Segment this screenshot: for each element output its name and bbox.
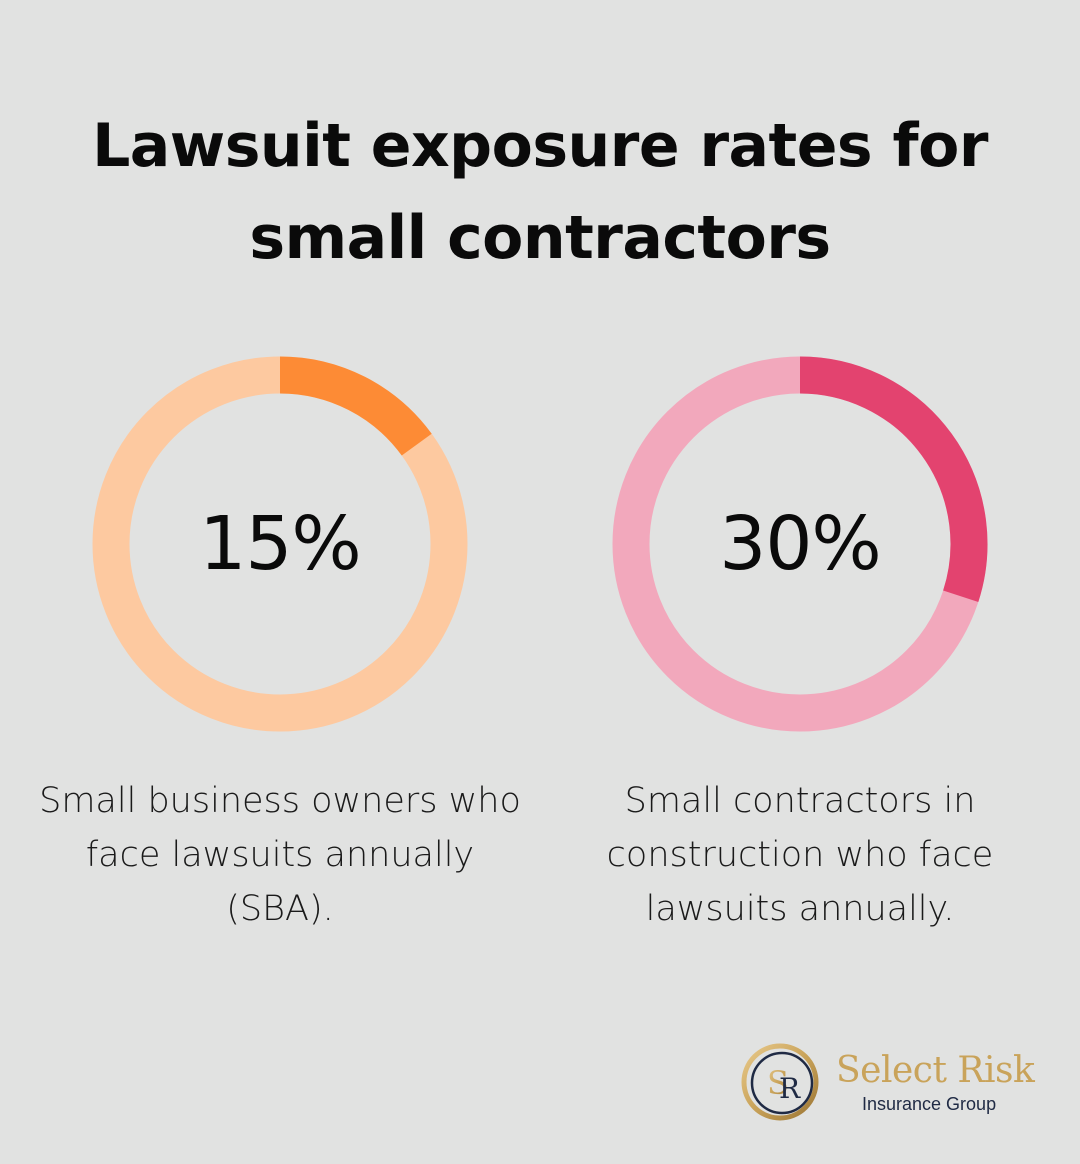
logo-subtitle: Insurance Group: [862, 1094, 997, 1114]
logo-monogram-icon: S R: [741, 1043, 819, 1121]
donut-arc-1: [279, 356, 432, 456]
company-logo: S R Select Risk Insurance Group: [740, 1040, 1050, 1124]
logo-monogram-r: R: [779, 1072, 801, 1105]
donut-caption-1: Small business owners who face lawsuits …: [39, 781, 521, 929]
donut-svg-1: [92, 356, 468, 732]
donut-caption-2: Small contractors in construction who fa…: [606, 781, 994, 929]
donut-value-2: 30%: [719, 501, 881, 587]
logo-monogram-s: S: [767, 1064, 789, 1102]
donut-svg-2: [612, 356, 988, 732]
donut-arc-2: [799, 356, 988, 602]
donut-value-1: 15%: [199, 501, 361, 587]
donut-chart-2: 30%: [612, 356, 988, 732]
logo-name: Select Risk: [836, 1050, 1035, 1091]
page-title: Lawsuit exposure rates for small contrac…: [92, 111, 988, 273]
donut-chart-1: 15%: [92, 356, 468, 732]
